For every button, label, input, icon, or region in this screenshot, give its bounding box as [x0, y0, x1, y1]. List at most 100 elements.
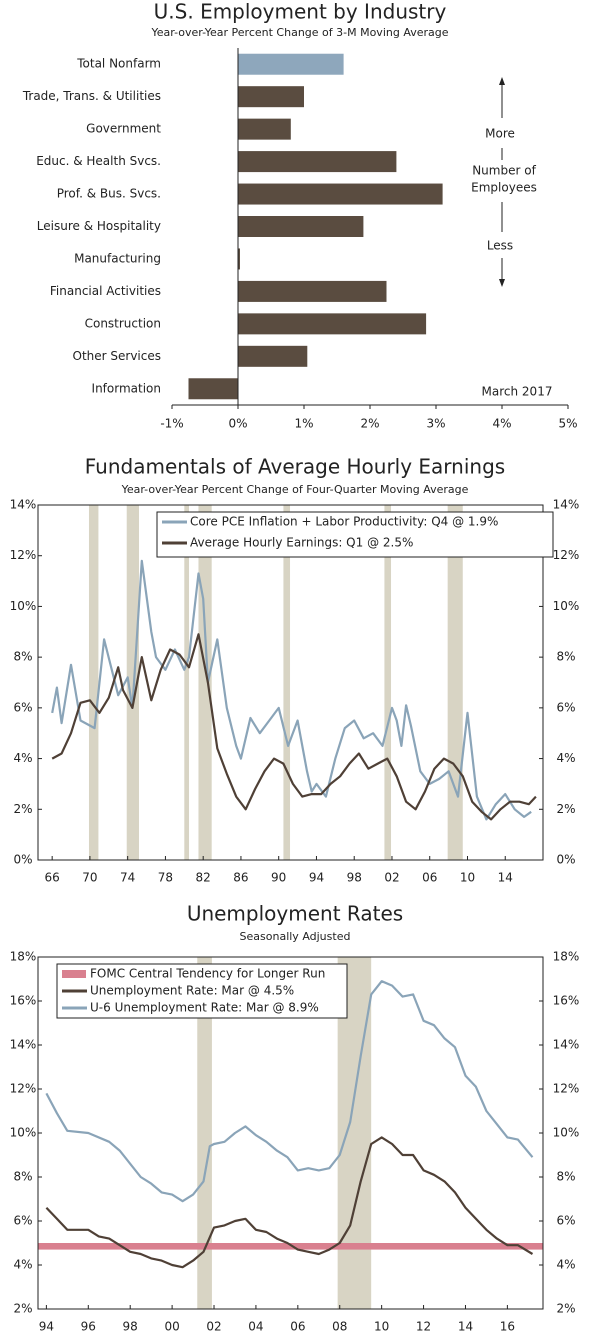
x-tick-label: 98 — [123, 1320, 138, 1334]
plot-frame — [37, 504, 544, 861]
x-tick-label: 02 — [206, 1320, 221, 1334]
bar — [238, 248, 240, 270]
bar — [238, 183, 443, 205]
y2-tick-label: 16% — [553, 994, 580, 1008]
x-tick-label: 86 — [233, 871, 248, 885]
y2-tick-label: 4% — [556, 751, 575, 765]
y2-tick-label: 10% — [553, 599, 580, 613]
y-tick-label: Other Services — [73, 349, 162, 363]
y2-tick-label: 2% — [556, 1302, 575, 1316]
x-tick-label: 5% — [558, 417, 577, 431]
y-tick-label: 14% — [10, 498, 37, 512]
x-tick-label: 78 — [158, 871, 173, 885]
chart-subtitle: Year-over-Year Percent Change of Four-Qu… — [121, 483, 469, 496]
x-tick-label: 0% — [228, 417, 247, 431]
chart-title: U.S. Employment by Industry — [154, 0, 447, 24]
x-tick-label: 1% — [294, 417, 313, 431]
chart-title: Fundamentals of Average Hourly Earnings — [85, 455, 505, 479]
y-tick-label: 8% — [13, 650, 32, 664]
y-tick-label: Total Nonfarm — [76, 57, 161, 71]
bar — [238, 151, 397, 173]
legend-box — [56, 963, 348, 1019]
y-tick-label: 0% — [13, 853, 32, 867]
y-tick-label: 8% — [13, 1170, 32, 1184]
y2-tick-label: 12% — [553, 548, 580, 562]
recession-band — [88, 505, 99, 860]
y-tick-label: 16% — [10, 994, 37, 1008]
x-tick-label: 10 — [374, 1320, 389, 1334]
y2-tick-label: 6% — [556, 700, 575, 714]
y2-tick-label: 4% — [556, 1258, 575, 1272]
y-tick-label: Trade, Trans. & Utilities — [22, 89, 161, 103]
y-tick-label: Manufacturing — [74, 251, 161, 265]
y2-tick-label: 14% — [553, 498, 580, 512]
y-tick-label: 10% — [10, 1126, 37, 1140]
series-line — [45, 1136, 534, 1269]
bar — [238, 313, 427, 335]
legend-label: Unemployment Rate: Mar @ 4.5% — [90, 984, 294, 998]
annotation: More — [485, 127, 515, 141]
annotation: Employees — [471, 181, 537, 195]
y2-tick-label: 8% — [556, 650, 575, 664]
chart-subtitle: Seasonally Adjusted — [240, 930, 351, 943]
recession-band — [184, 505, 190, 860]
legend-label: U-6 Unemployment Rate: Mar @ 8.9% — [90, 1001, 319, 1015]
x-tick-label: 74 — [120, 871, 135, 885]
arrow-head — [499, 279, 505, 287]
bar — [238, 53, 344, 75]
y-tick-label: 6% — [13, 1214, 32, 1228]
y-tick-label: Information — [92, 381, 161, 395]
legend-label: Average Hourly Earnings: Q1 @ 2.5% — [190, 536, 413, 550]
recession-band — [197, 957, 212, 1309]
arrow-head — [499, 77, 505, 85]
recession-band — [126, 505, 139, 860]
x-tick-label: 00 — [164, 1320, 179, 1334]
x-tick-label: 82 — [196, 871, 211, 885]
bar — [238, 86, 304, 108]
x-tick-label: 10 — [460, 871, 475, 885]
chart-subtitle: Year-over-Year Percent Change of 3-M Mov… — [151, 26, 449, 39]
x-tick-label: 06 — [422, 871, 437, 885]
bar — [188, 378, 238, 400]
x-tick-label: 02 — [384, 871, 399, 885]
x-tick-label: 2% — [360, 417, 379, 431]
series-line — [51, 633, 537, 821]
y-tick-label: Construction — [85, 316, 161, 330]
legend-swatch — [62, 970, 86, 978]
y2-tick-label: 10% — [553, 1126, 580, 1140]
annotation: Less — [487, 239, 513, 253]
legend-box — [156, 511, 554, 558]
y-tick-label: Prof. & Bus. Svcs. — [57, 187, 161, 201]
y-tick-label: 2% — [13, 802, 32, 816]
series-line — [51, 559, 532, 821]
y2-tick-label: 18% — [553, 950, 580, 964]
bar — [238, 118, 291, 140]
y-tick-label: Financial Activities — [50, 284, 161, 298]
y-tick-label: 6% — [13, 700, 32, 714]
series-line — [45, 980, 534, 1203]
x-tick-label: 94 — [39, 1320, 54, 1334]
annotation: March 2017 — [482, 385, 553, 399]
x-tick-label: 3% — [426, 417, 445, 431]
recession-band — [447, 505, 463, 860]
y2-tick-label: 8% — [556, 1170, 575, 1184]
recession-band — [283, 505, 291, 860]
x-tick-label: -1% — [160, 417, 183, 431]
x-tick-label: 06 — [290, 1320, 305, 1334]
y-tick-label: 14% — [10, 1038, 37, 1052]
legend-label: FOMC Central Tendency for Longer Run — [90, 967, 325, 981]
y-tick-label: 10% — [10, 599, 37, 613]
x-tick-label: 12 — [416, 1320, 431, 1334]
x-tick-label: 70 — [82, 871, 97, 885]
chart-title: Unemployment Rates — [187, 902, 403, 926]
x-tick-label: 16 — [500, 1320, 515, 1334]
target-band — [38, 1243, 543, 1250]
x-tick-label: 66 — [45, 871, 60, 885]
y2-tick-label: 6% — [556, 1214, 575, 1228]
recession-band — [384, 505, 392, 860]
y-tick-label: 18% — [10, 950, 37, 964]
y-tick-label: Government — [86, 122, 161, 136]
legend-label: Core PCE Inflation + Labor Productivity:… — [190, 515, 498, 529]
y2-tick-label: 12% — [553, 1082, 580, 1096]
x-tick-label: 96 — [81, 1320, 96, 1334]
